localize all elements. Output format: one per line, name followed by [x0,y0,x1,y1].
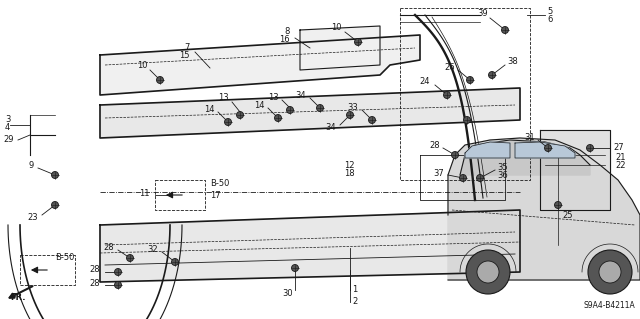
Polygon shape [100,35,420,95]
Circle shape [115,281,122,288]
Circle shape [172,258,179,265]
Text: B-50: B-50 [55,254,74,263]
Text: 34: 34 [325,123,336,132]
Text: 34: 34 [296,91,306,100]
Text: 25: 25 [562,211,573,219]
Text: 28: 28 [104,243,114,253]
Text: 2: 2 [352,298,357,307]
Text: 23: 23 [28,213,38,222]
Text: 11: 11 [140,189,150,197]
Polygon shape [300,26,380,70]
Circle shape [225,118,232,125]
Text: 26: 26 [444,63,455,71]
Circle shape [477,174,483,182]
Text: 29: 29 [3,136,14,145]
Polygon shape [515,142,575,158]
Circle shape [599,261,621,283]
Text: 1: 1 [352,286,357,294]
Polygon shape [100,88,520,138]
Polygon shape [448,138,640,280]
Text: 32: 32 [147,244,158,254]
Text: 5: 5 [547,8,552,17]
Text: 28: 28 [90,265,100,275]
Circle shape [588,250,632,294]
Circle shape [477,261,499,283]
Text: 30: 30 [282,288,293,298]
Circle shape [237,112,243,118]
Text: 14: 14 [255,100,265,109]
Text: 14: 14 [205,105,215,114]
Circle shape [127,255,134,262]
Circle shape [157,77,163,84]
Circle shape [51,202,58,209]
Circle shape [444,92,451,99]
Text: 15: 15 [179,51,190,61]
Circle shape [115,269,122,276]
Circle shape [502,26,509,33]
Text: 12: 12 [344,160,355,169]
Text: 39: 39 [477,10,488,19]
Text: 10: 10 [138,62,148,70]
Circle shape [346,112,353,118]
Circle shape [460,174,467,182]
Text: 13: 13 [268,93,279,101]
Text: 18: 18 [344,168,355,177]
Text: 13: 13 [218,93,229,102]
Text: 37: 37 [433,168,444,177]
Circle shape [554,202,561,209]
Text: 3: 3 [5,115,10,124]
Text: 31: 31 [524,132,535,142]
Polygon shape [465,142,510,158]
Circle shape [291,264,298,271]
Circle shape [545,145,552,152]
Circle shape [51,172,58,179]
Text: 36: 36 [497,170,508,180]
Text: 10: 10 [332,24,342,33]
Text: 8: 8 [285,27,290,36]
Text: 6: 6 [547,16,552,25]
Text: FR.: FR. [10,293,26,301]
Circle shape [275,115,282,122]
Circle shape [287,107,294,114]
Circle shape [355,39,362,46]
Text: S9A4-B4211A: S9A4-B4211A [583,301,635,310]
Text: 33: 33 [348,102,358,112]
Circle shape [467,77,474,84]
Circle shape [463,116,470,123]
Text: 16: 16 [280,35,290,44]
Text: 24: 24 [419,78,430,86]
Circle shape [466,250,510,294]
Text: 4: 4 [5,123,10,132]
Text: B-50: B-50 [210,179,229,188]
Circle shape [488,71,495,78]
Polygon shape [540,130,610,210]
Text: 9: 9 [29,160,34,169]
Text: 21: 21 [615,153,625,162]
Text: 17: 17 [210,190,221,199]
Text: 27: 27 [613,144,623,152]
Circle shape [451,152,458,159]
Circle shape [586,145,593,152]
Text: 28: 28 [90,278,100,287]
Text: 35: 35 [497,162,508,172]
Text: 7: 7 [184,43,190,53]
Text: 22: 22 [615,161,625,170]
Text: 38: 38 [507,57,518,66]
Polygon shape [100,210,520,282]
Text: 28: 28 [429,140,440,150]
Circle shape [369,116,376,123]
Polygon shape [460,140,590,175]
Circle shape [317,105,323,112]
